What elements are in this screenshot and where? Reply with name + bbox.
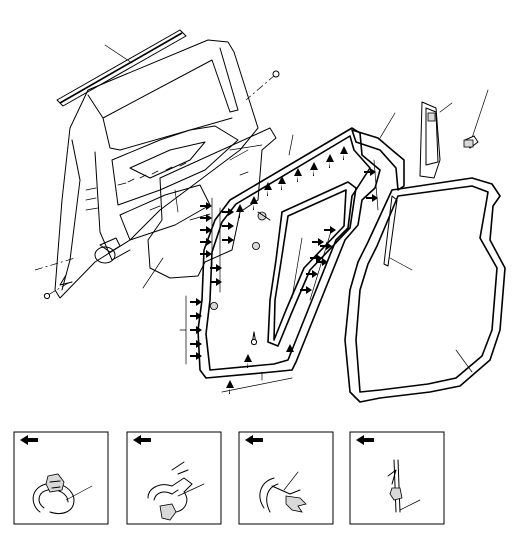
arrow-up-2 xyxy=(278,176,286,190)
arrow-up-8 xyxy=(236,204,244,218)
window-glass-run-strip xyxy=(56,29,187,107)
arrows-right-of-sash xyxy=(364,159,379,211)
arrows-top-row xyxy=(236,146,348,218)
screw-top xyxy=(272,70,280,78)
screw-bottom xyxy=(43,292,51,300)
arrow-up-4 xyxy=(310,162,318,176)
arrows-bottom-row xyxy=(221,331,294,394)
direction-arrow-1 xyxy=(20,435,38,445)
fir-tree-clip-3 xyxy=(285,495,307,513)
detail-panel-1 xyxy=(13,431,109,525)
inner-door-weatherstrip xyxy=(267,181,357,347)
sash-channel-bracket xyxy=(351,101,453,191)
arrow-up-5 xyxy=(326,154,334,168)
detail-panel-3 xyxy=(238,431,334,525)
direction-arrow-3 xyxy=(245,435,263,445)
clip-fastener xyxy=(463,89,489,149)
detail-panel-4 xyxy=(349,431,445,525)
expanding-clip-2 xyxy=(159,503,177,521)
door-panel-frame xyxy=(54,39,259,299)
detail-panel-2 xyxy=(126,431,222,525)
arrows-left-column xyxy=(179,197,234,365)
arrow-up-6 xyxy=(340,146,348,160)
trim-clip-4 xyxy=(389,487,403,501)
body-side-weatherstrip xyxy=(344,177,506,403)
direction-arrow-4 xyxy=(356,435,374,445)
center-line-bottom xyxy=(47,281,71,296)
arrow-up-7 xyxy=(250,196,258,210)
center-line-top xyxy=(245,74,276,101)
center-line-left xyxy=(34,257,76,271)
arrow-up-1 xyxy=(264,182,272,196)
bracket-fastener xyxy=(427,112,436,122)
arrow-up-3 xyxy=(294,168,302,182)
arrows-middle xyxy=(291,226,336,301)
grommets xyxy=(209,211,271,310)
direction-arrow-2 xyxy=(133,435,151,445)
